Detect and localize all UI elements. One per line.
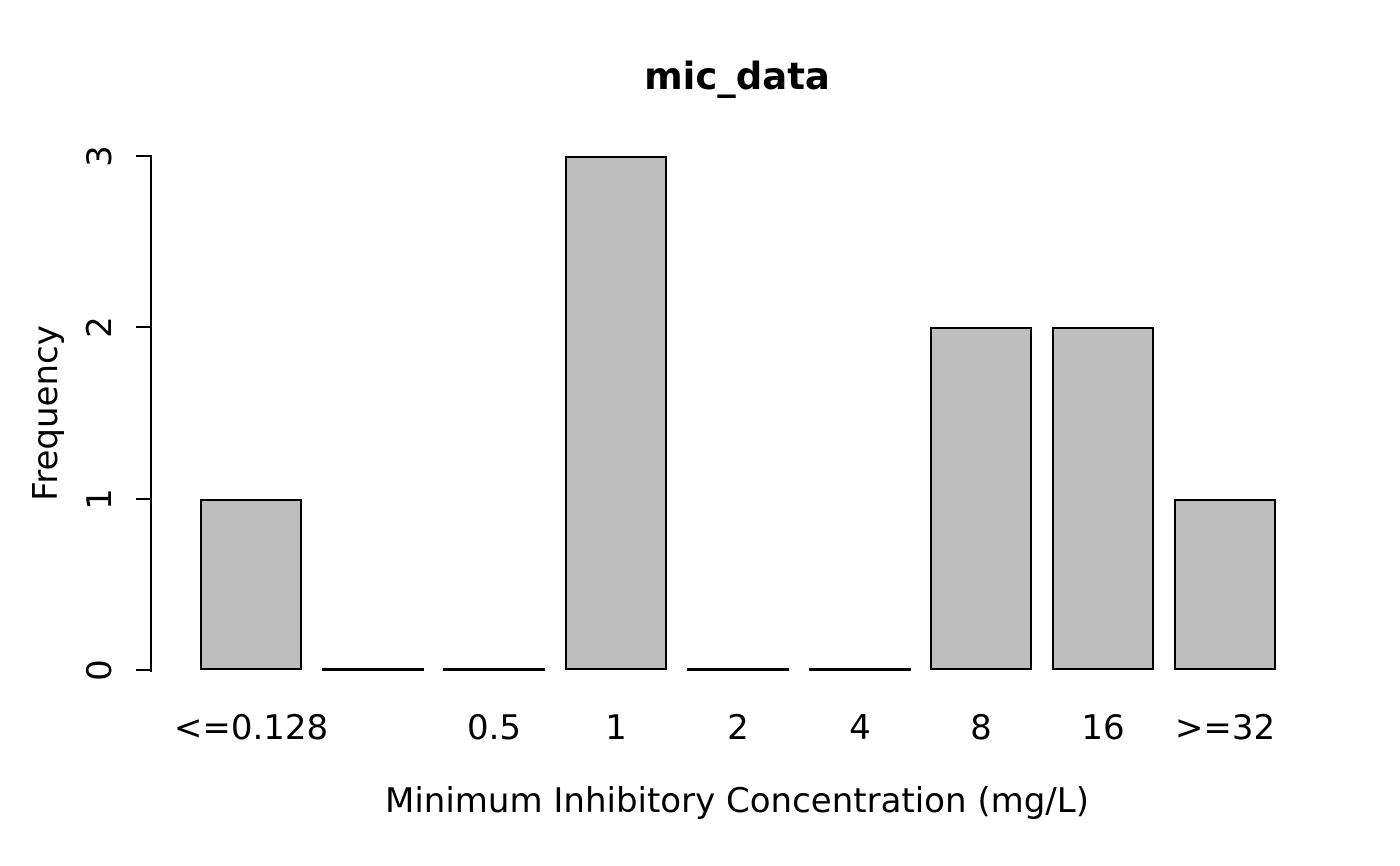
x-tick-label-5: 4 (849, 708, 871, 748)
y-tick-mark-1 (136, 498, 152, 500)
bar-4-zero (687, 668, 789, 671)
bar-6 (930, 327, 1032, 670)
x-tick-label-7: 16 (1081, 708, 1125, 748)
bar-7 (1052, 327, 1154, 670)
y-axis-line (150, 155, 152, 672)
x-tick-label-2: 0.5 (466, 708, 522, 748)
x-tick-label-0: <=0.128 (173, 708, 329, 748)
bar-8 (1174, 499, 1276, 670)
y-axis-title: Frequency (26, 325, 66, 501)
y-tick-label-1: 1 (80, 488, 120, 510)
x-tick-label-8: >=32 (1174, 708, 1276, 748)
x-tick-label-4: 2 (727, 708, 749, 748)
x-tick-label-3: 1 (605, 708, 627, 748)
x-tick-label-6: 8 (970, 708, 992, 748)
bar-1-zero (322, 668, 424, 671)
y-tick-mark-3 (136, 155, 152, 157)
bar-5-zero (809, 668, 911, 671)
y-tick-mark-0 (136, 669, 152, 671)
x-axis-title: Minimum Inhibitory Concentration (mg/L) (385, 781, 1089, 821)
y-tick-label-0: 0 (80, 659, 120, 681)
chart-title: mic_data (644, 55, 830, 98)
y-tick-label-3: 3 (80, 145, 120, 167)
bar-2-zero (443, 668, 545, 671)
y-tick-label-2: 2 (80, 316, 120, 338)
bar-3 (565, 156, 667, 670)
y-tick-mark-2 (136, 326, 152, 328)
bar-0 (200, 499, 302, 670)
